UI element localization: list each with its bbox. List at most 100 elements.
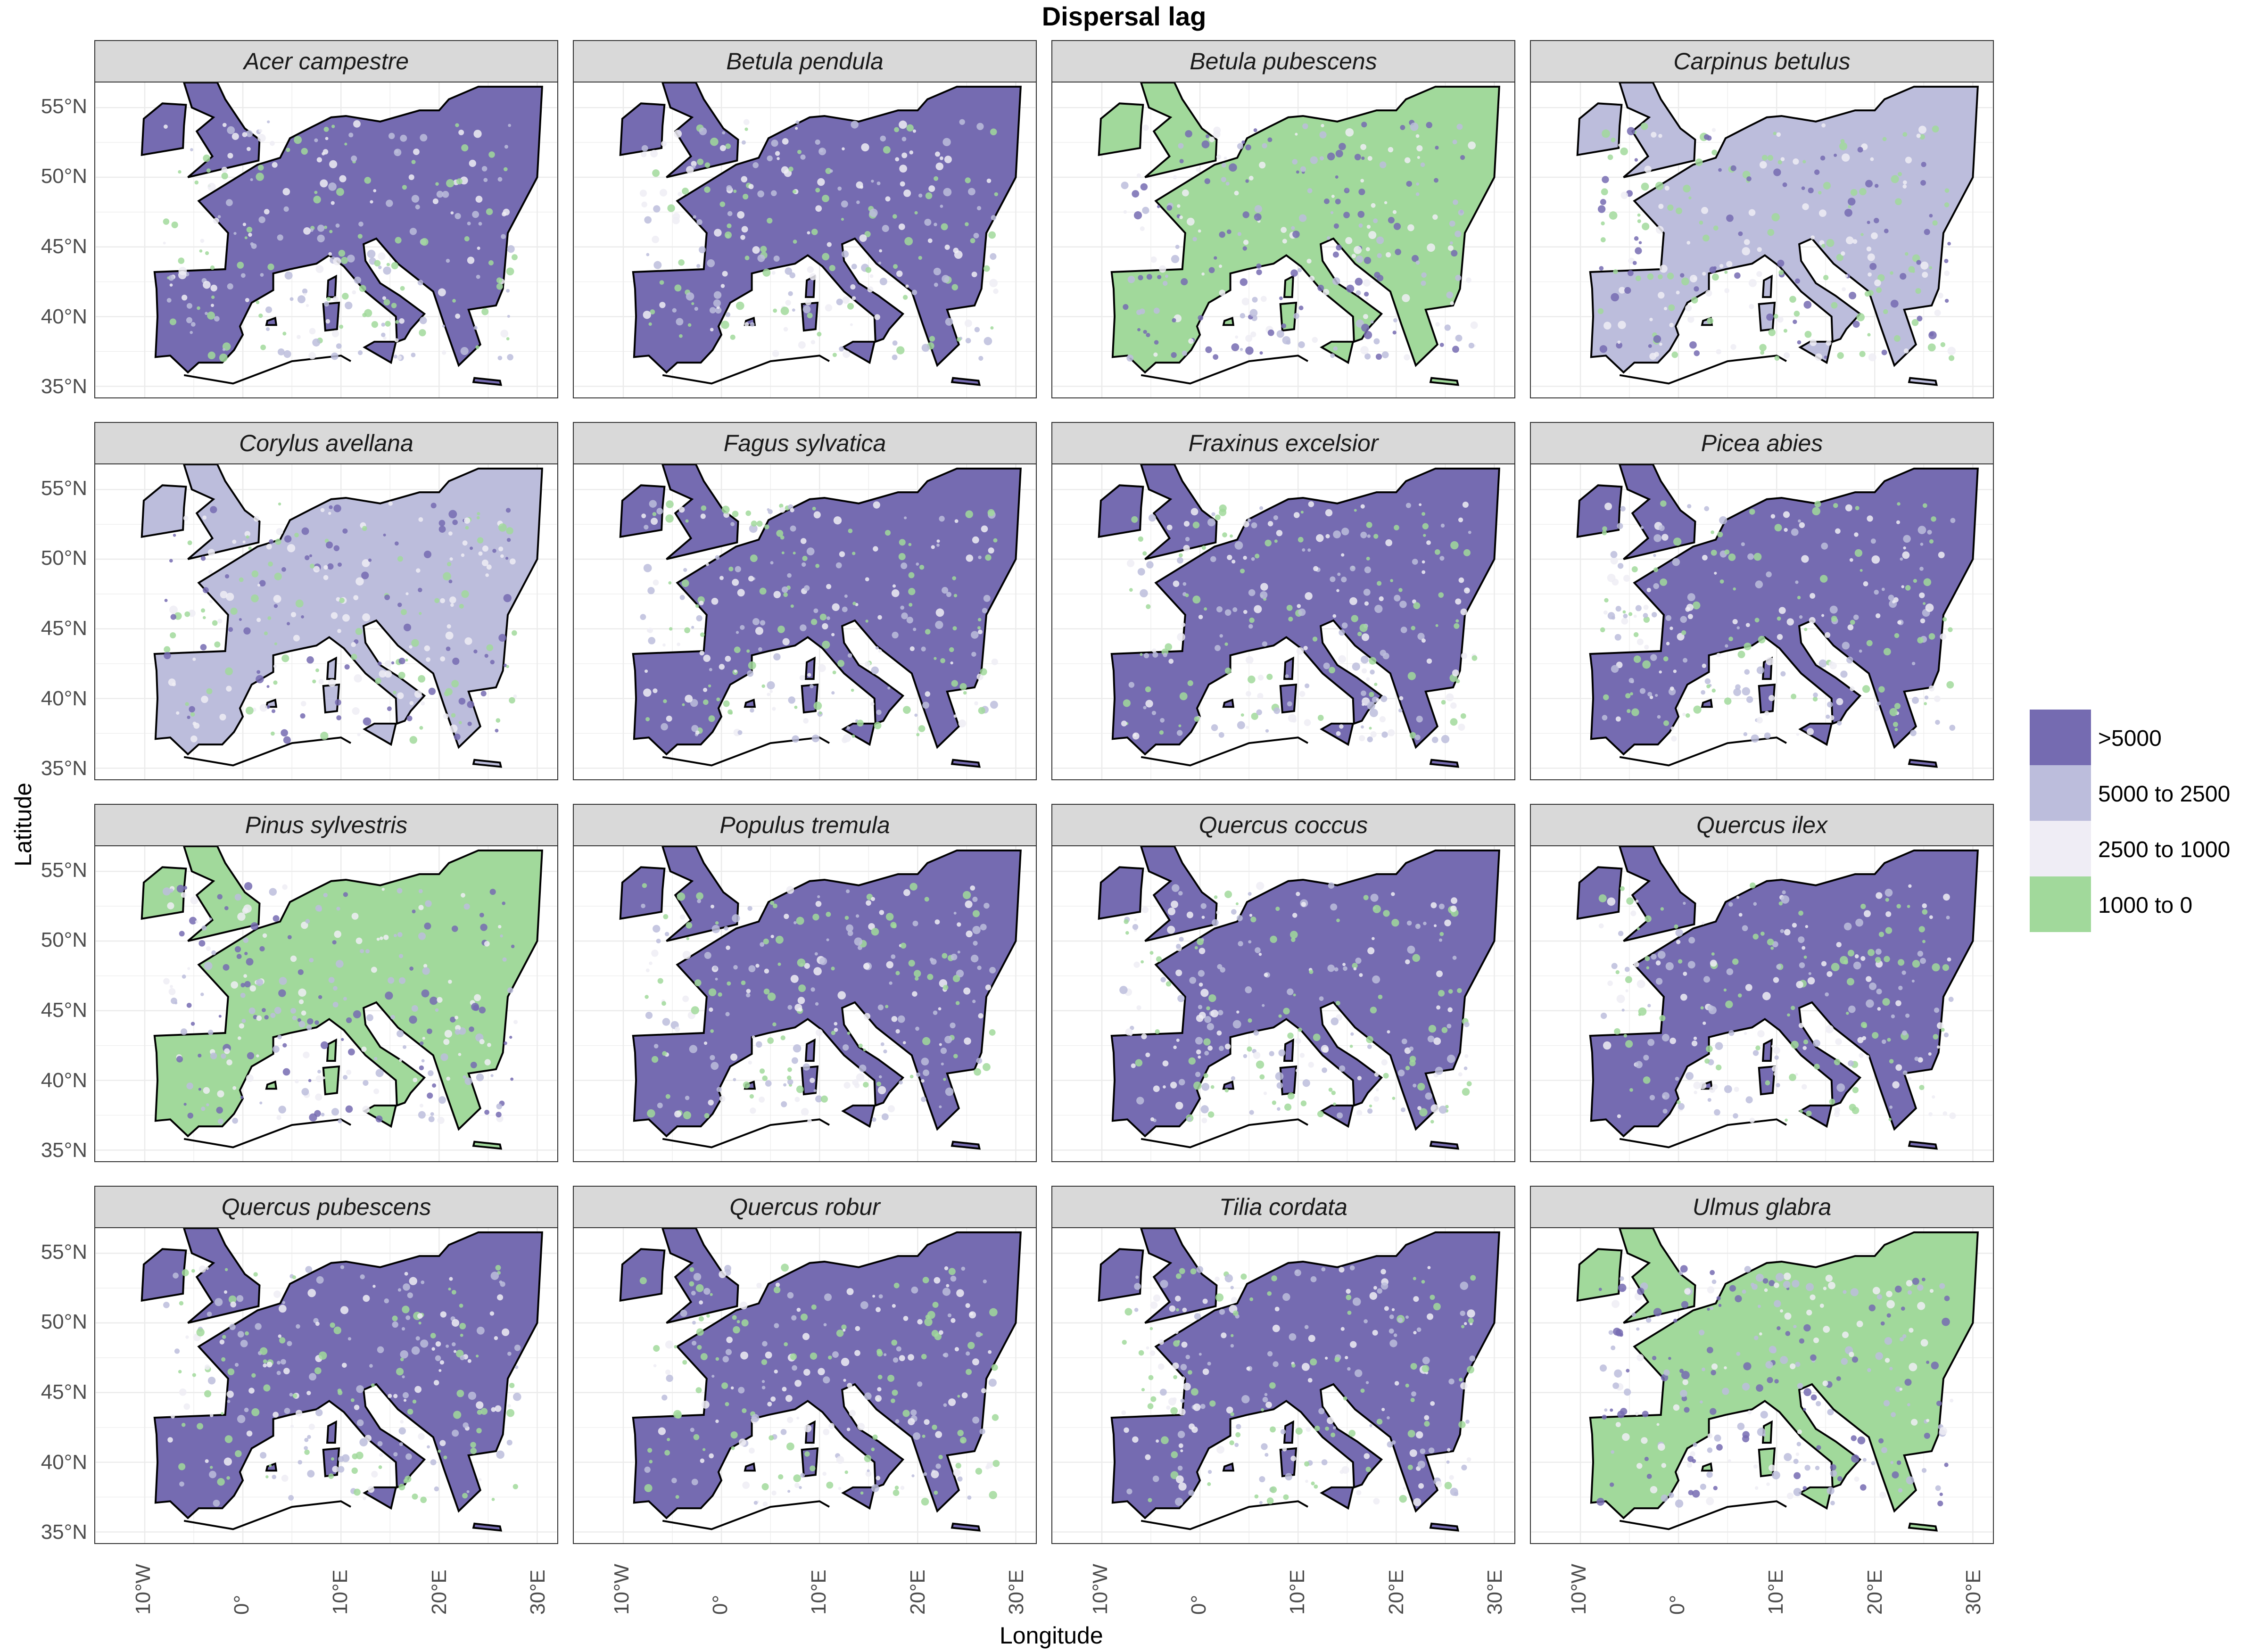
raster-speck xyxy=(743,1081,750,1089)
raster-speck xyxy=(1710,1270,1715,1275)
raster-speck xyxy=(458,129,464,135)
raster-speck xyxy=(1596,1497,1605,1506)
raster-speck xyxy=(1822,1380,1828,1387)
raster-speck xyxy=(804,1424,812,1432)
raster-speck xyxy=(934,919,940,925)
raster-speck xyxy=(1884,889,1893,897)
raster-speck xyxy=(409,228,417,235)
raster-speck xyxy=(1447,1007,1453,1013)
raster-speck xyxy=(239,618,242,621)
raster-speck xyxy=(1300,511,1304,514)
raster-speck xyxy=(1235,335,1239,339)
raster-speck xyxy=(507,354,513,361)
raster-speck xyxy=(1354,509,1357,512)
raster-speck xyxy=(1327,236,1331,240)
raster-speck xyxy=(1653,1308,1662,1317)
raster-speck xyxy=(304,1449,310,1455)
raster-speck xyxy=(645,669,648,673)
raster-speck xyxy=(205,1459,209,1463)
raster-speck xyxy=(1359,973,1363,977)
raster-speck xyxy=(460,1333,463,1337)
raster-speck xyxy=(774,1323,779,1329)
raster-speck xyxy=(1211,724,1218,731)
legend-swatch xyxy=(2030,765,2091,821)
raster-speck xyxy=(258,313,263,318)
raster-speck xyxy=(440,656,446,661)
raster-speck xyxy=(653,205,661,213)
raster-speck xyxy=(1148,514,1156,522)
raster-speck xyxy=(1160,718,1165,723)
raster-speck xyxy=(342,614,350,622)
raster-speck xyxy=(705,562,709,566)
raster-speck xyxy=(902,295,908,300)
raster-speck xyxy=(1248,940,1252,944)
raster-speck xyxy=(343,892,348,897)
raster-speck xyxy=(1306,1427,1311,1432)
raster-speck xyxy=(178,170,182,174)
raster-speck xyxy=(412,1399,417,1404)
raster-speck xyxy=(1177,1340,1181,1343)
raster-speck xyxy=(237,1331,244,1338)
raster-speck xyxy=(313,196,321,204)
raster-speck xyxy=(752,618,760,626)
raster-speck xyxy=(1652,1355,1657,1361)
raster-speck xyxy=(649,1460,653,1463)
raster-speck xyxy=(430,1459,437,1466)
raster-speck xyxy=(945,318,953,326)
raster-speck xyxy=(671,1478,677,1484)
raster-speck xyxy=(405,659,408,662)
raster-speck xyxy=(341,1363,347,1368)
raster-speck xyxy=(1877,274,1885,282)
y-tick-label: 55°N xyxy=(41,858,87,882)
raster-speck xyxy=(1330,903,1338,911)
raster-speck xyxy=(893,1489,900,1496)
raster-speck xyxy=(1192,595,1201,604)
raster-speck xyxy=(870,702,875,706)
raster-speck xyxy=(1243,520,1249,528)
raster-speck xyxy=(1855,918,1863,927)
raster-speck xyxy=(759,1096,765,1103)
raster-speck xyxy=(1920,1339,1928,1347)
raster-speck xyxy=(810,1352,818,1360)
raster-speck xyxy=(1136,309,1142,315)
raster-speck xyxy=(772,903,777,909)
raster-speck xyxy=(843,734,851,743)
raster-speck xyxy=(1201,916,1205,919)
raster-speck xyxy=(711,925,720,933)
raster-speck xyxy=(733,190,737,193)
raster-speck xyxy=(1681,630,1686,636)
raster-speck xyxy=(875,646,879,650)
raster-speck xyxy=(178,1463,186,1470)
raster-speck xyxy=(1200,989,1209,997)
raster-speck xyxy=(1370,893,1379,902)
raster-speck xyxy=(1735,1295,1742,1303)
raster-speck xyxy=(728,566,734,571)
raster-speck xyxy=(1944,270,1950,276)
raster-speck xyxy=(725,1402,729,1406)
raster-speck xyxy=(1357,1076,1362,1081)
raster-speck xyxy=(236,954,242,959)
facet-panel: Pinus sylvestris xyxy=(94,804,560,1162)
raster-speck xyxy=(1715,1064,1722,1071)
raster-speck xyxy=(1699,1082,1707,1090)
raster-speck xyxy=(1655,182,1664,190)
europe-map xyxy=(1052,83,1514,397)
raster-speck xyxy=(425,900,432,907)
raster-speck xyxy=(1793,1459,1799,1464)
legend-label: 1000 to 0 xyxy=(2098,893,2193,918)
raster-speck xyxy=(1361,690,1366,696)
raster-speck xyxy=(1179,692,1188,701)
raster-speck xyxy=(298,1460,303,1465)
raster-speck xyxy=(1854,532,1859,537)
raster-speck xyxy=(749,1094,754,1099)
raster-speck xyxy=(773,653,781,661)
raster-speck xyxy=(661,723,668,731)
raster-speck xyxy=(1328,1088,1333,1092)
raster-speck xyxy=(205,312,208,315)
raster-speck xyxy=(797,149,802,154)
raster-speck xyxy=(1393,318,1397,322)
raster-speck xyxy=(1634,236,1639,241)
raster-speck xyxy=(831,633,835,636)
raster-speck xyxy=(916,562,919,566)
raster-speck xyxy=(1911,661,1916,666)
